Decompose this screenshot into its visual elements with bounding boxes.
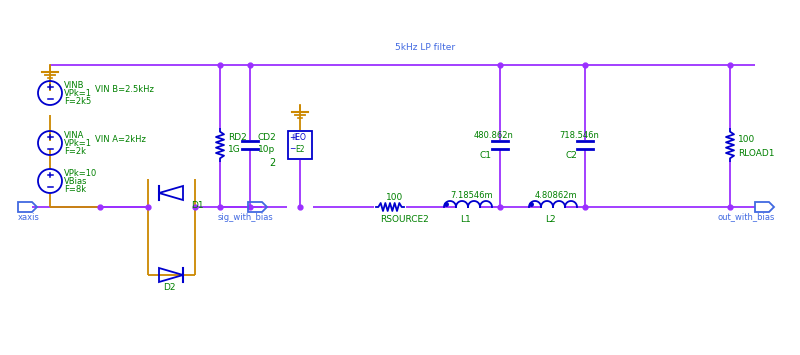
Text: VPk=10: VPk=10	[64, 169, 98, 178]
Text: E2: E2	[295, 146, 305, 154]
Text: out_with_bias: out_with_bias	[717, 213, 774, 222]
Text: 100: 100	[386, 193, 403, 202]
Text: +: +	[289, 132, 295, 142]
Text: VIN A=2kHz: VIN A=2kHz	[95, 136, 146, 144]
Text: F=2k: F=2k	[64, 147, 86, 155]
Text: D2: D2	[162, 283, 175, 291]
Text: RSOURCE2: RSOURCE2	[380, 214, 429, 224]
Text: C1: C1	[480, 151, 492, 159]
Text: 4.80862m: 4.80862m	[535, 191, 578, 201]
Text: F=2k5: F=2k5	[64, 97, 91, 105]
Text: sig_with_bias: sig_with_bias	[218, 213, 274, 222]
Text: VPk=1: VPk=1	[64, 88, 92, 98]
Text: 10p: 10p	[258, 144, 275, 153]
Text: 1G: 1G	[228, 144, 241, 153]
Text: 2: 2	[269, 158, 275, 168]
Text: IEO: IEO	[294, 132, 306, 142]
Text: 7.18546m: 7.18546m	[450, 191, 493, 201]
Text: CD2: CD2	[258, 132, 277, 142]
Text: 718.546n: 718.546n	[559, 131, 599, 140]
Text: D1: D1	[191, 201, 204, 209]
Text: VINB: VINB	[64, 81, 85, 89]
Text: RLOAD1: RLOAD1	[738, 148, 774, 158]
Text: −: −	[289, 144, 295, 153]
Text: VBias: VBias	[64, 176, 87, 186]
Text: RD2: RD2	[228, 132, 246, 142]
Text: VIN B=2.5kHz: VIN B=2.5kHz	[95, 86, 154, 94]
Text: VINA: VINA	[64, 131, 84, 140]
Text: xaxis: xaxis	[18, 213, 40, 222]
FancyBboxPatch shape	[288, 131, 312, 159]
Text: 100: 100	[738, 135, 755, 143]
Text: L2: L2	[545, 214, 556, 224]
Text: C2: C2	[565, 151, 577, 159]
Text: L1: L1	[460, 214, 470, 224]
Text: F=8k: F=8k	[64, 185, 86, 193]
Text: VPk=1: VPk=1	[64, 138, 92, 147]
Text: 5kHz LP filter: 5kHz LP filter	[395, 43, 455, 51]
Text: 480.862n: 480.862n	[474, 131, 514, 140]
